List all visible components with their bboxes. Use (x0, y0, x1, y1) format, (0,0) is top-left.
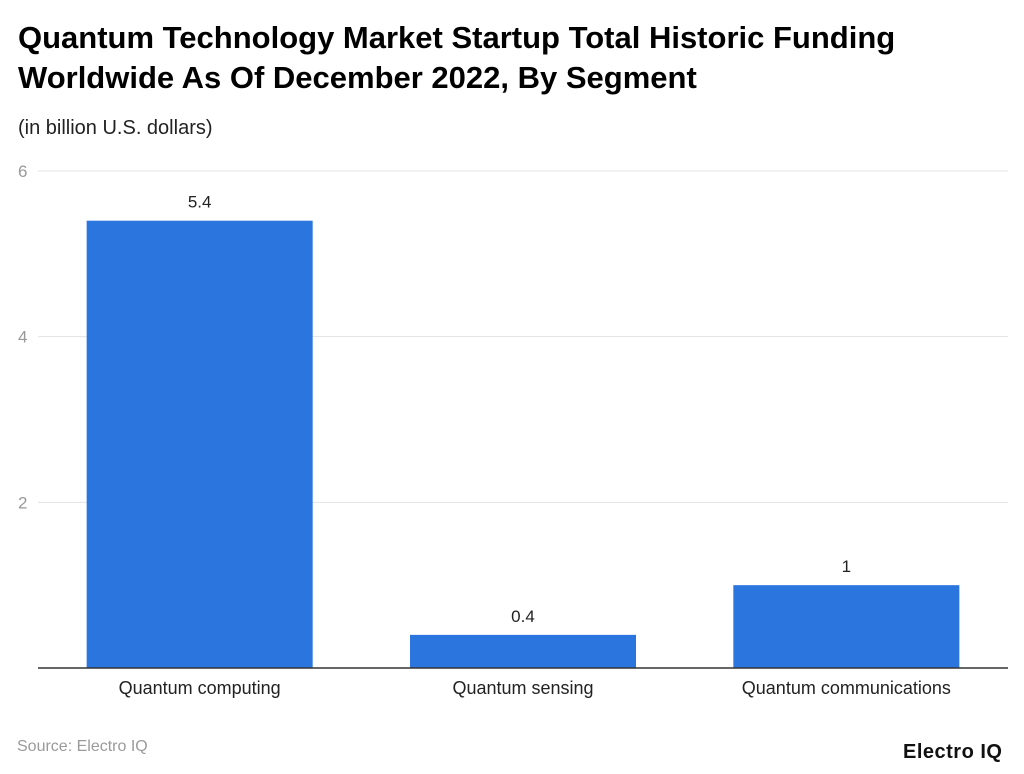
chart-title: Quantum Technology Market Startup Total … (18, 20, 896, 95)
x-category-label: Quantum communications (742, 678, 951, 698)
chart-subtitle: (in billion U.S. dollars) (18, 117, 213, 139)
electro-iq-logo: Electro IQ (903, 741, 1003, 763)
y-tick-label: 4 (18, 328, 27, 347)
data-label: 1 (842, 557, 851, 576)
bar (410, 634, 636, 668)
x-category-label: Quantum computing (119, 678, 281, 698)
y-tick-label: 6 (18, 162, 27, 181)
data-label: 5.4 (188, 193, 212, 212)
data-label: 0.4 (511, 607, 535, 626)
bar (733, 585, 960, 668)
y-tick-label: 2 (18, 493, 27, 512)
x-category-label: Quantum sensing (452, 678, 593, 698)
bar (86, 220, 313, 668)
source-note: Source: Electro IQ (17, 738, 148, 755)
